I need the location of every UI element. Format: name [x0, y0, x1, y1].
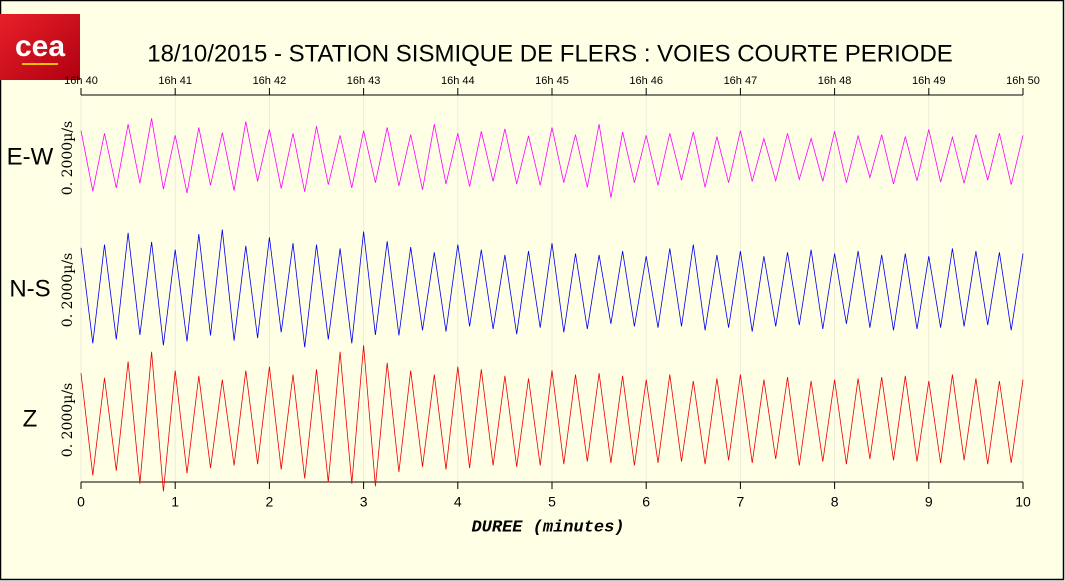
x2-tick-label: 16h 42	[253, 75, 287, 87]
x2-tick-label: 16h 46	[629, 75, 663, 87]
logo	[0, 14, 80, 80]
x-tick-label: 0	[77, 494, 85, 510]
trace	[80, 118, 1024, 198]
scale-label: 0. 2000µ/s	[60, 383, 76, 457]
x2-tick-label: 16h 49	[912, 75, 946, 87]
x-tick-label: 1	[171, 494, 179, 510]
x-tick-label: 5	[548, 494, 556, 510]
channel-label: Z	[23, 405, 38, 432]
x-tick-label: 4	[454, 494, 462, 510]
x2-tick-label: 16h 40	[64, 75, 98, 87]
channel-label: N-S	[9, 275, 50, 302]
x2-tick-label: 16h 47	[724, 75, 758, 87]
trace	[80, 229, 1024, 348]
channel-label: E-W	[7, 143, 54, 170]
x2-tick-label: 16h 44	[441, 75, 475, 87]
x-tick-label: 7	[737, 494, 745, 510]
x-tick-label: 2	[266, 494, 274, 510]
x-tick-label: 6	[642, 494, 650, 510]
chart-title: 18/10/2015 - STATION SISMIQUE DE FLERS :…	[147, 40, 953, 67]
x-tick-label: 3	[360, 494, 368, 510]
x2-tick-label: 16h 41	[158, 75, 192, 87]
logo-text: cea	[15, 30, 65, 63]
scale-label: 0. 2000µ/s	[60, 121, 76, 195]
x-tick-label: 8	[831, 494, 839, 510]
scale-label: 0. 2000µ/s	[60, 253, 76, 327]
x-tick-label: 9	[925, 494, 933, 510]
x2-tick-label: 16h 45	[535, 75, 569, 87]
x2-tick-label: 16h 43	[347, 75, 381, 87]
x2-tick-label: 16h 50	[1006, 75, 1040, 87]
x-tick-label: 10	[1015, 494, 1031, 510]
x-axis-label: DUREE (minutes)	[471, 518, 624, 537]
trace	[80, 345, 1024, 492]
x2-tick-label: 16h 48	[818, 75, 852, 87]
